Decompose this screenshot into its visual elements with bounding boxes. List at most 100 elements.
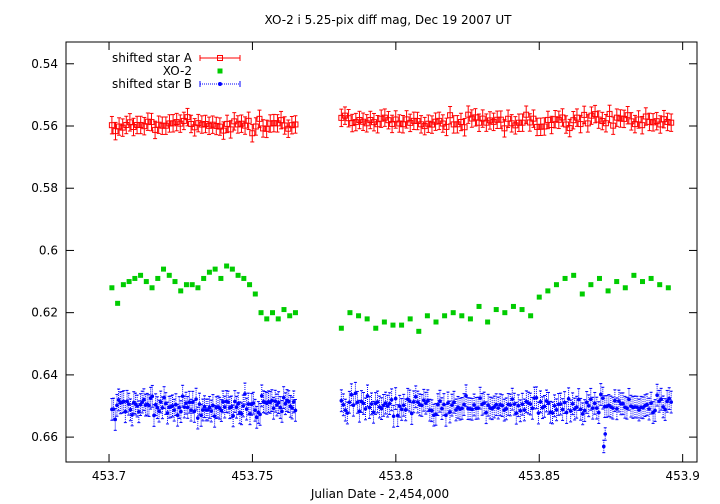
star-b-point <box>665 399 669 404</box>
star-a-point <box>534 123 541 130</box>
star-b-point <box>403 408 408 412</box>
star-b-point <box>584 400 589 405</box>
star-b-point <box>375 400 380 404</box>
star-b-point <box>233 399 237 404</box>
star-a-point <box>621 115 628 122</box>
star-a-point <box>657 121 664 128</box>
star-a-point <box>468 115 475 122</box>
star-b-point <box>202 404 207 409</box>
star-a-point <box>195 120 202 127</box>
star-a-point <box>148 119 155 126</box>
xo-2-point <box>502 310 508 316</box>
star-b-point <box>192 409 197 414</box>
xo-2-point <box>347 310 353 316</box>
series-layer <box>108 104 675 454</box>
star-a-point <box>137 121 144 128</box>
xo-2-point <box>356 313 362 319</box>
xo-2-point <box>407 316 413 322</box>
star-b-point <box>438 399 442 404</box>
xo-2-point <box>195 285 201 291</box>
xo-2-point <box>640 279 646 285</box>
star-a-point <box>245 117 252 124</box>
star-a-point <box>439 120 446 127</box>
star-b-point <box>582 408 587 413</box>
star-a-point <box>584 120 591 127</box>
star-b-point <box>534 395 539 400</box>
xo-2-point <box>109 285 115 291</box>
star-b-point <box>152 413 156 418</box>
star-b-point <box>514 411 519 416</box>
star-b-point <box>627 397 631 402</box>
star-b-point <box>546 401 551 406</box>
star-a-point <box>155 121 162 128</box>
star-b-point <box>601 444 606 449</box>
star-a-point <box>260 125 267 132</box>
star-b-point <box>528 402 533 406</box>
star-a-point <box>457 118 464 125</box>
star-b-point <box>625 406 629 411</box>
star-a-point <box>479 115 486 122</box>
x-axis: 453.7 453.75 453.8 453.85 453.9 <box>92 42 700 483</box>
star-b-point <box>518 408 523 413</box>
star-a-point <box>198 121 205 128</box>
star-b-point <box>580 412 585 416</box>
star-b-point <box>596 410 601 415</box>
xo-2-point <box>292 310 298 316</box>
star-b-point <box>125 399 129 404</box>
star-b-point <box>259 394 264 398</box>
star-b-point <box>512 402 517 406</box>
star-b-point <box>436 402 440 407</box>
star-b-point <box>355 400 360 405</box>
star-b-point <box>248 411 252 416</box>
star-b-point <box>494 402 499 407</box>
star-a-point <box>461 124 468 131</box>
star-b-point <box>450 403 454 407</box>
star-b-point <box>647 407 651 411</box>
star-b-point <box>222 405 227 409</box>
star-b-point <box>212 414 217 419</box>
star-b-point <box>536 411 541 415</box>
star-b-point <box>286 399 291 404</box>
star-b-point <box>399 407 404 412</box>
star-b-point <box>128 408 133 412</box>
star-b-point <box>464 393 468 398</box>
series-shifted-star-a <box>108 104 675 143</box>
star-b-point <box>544 399 549 403</box>
star-a-point <box>134 121 141 128</box>
star-b-point <box>422 398 426 403</box>
star-b-point <box>484 410 488 415</box>
star-a-point <box>642 113 649 120</box>
star-b-point <box>243 392 247 396</box>
y-tick-label: 0.66 <box>31 430 58 444</box>
star-a-point <box>541 123 548 130</box>
star-b-point <box>508 403 513 407</box>
x-axis-label: Julian Date - 2,454,000 <box>310 487 449 501</box>
star-b-point <box>209 409 214 413</box>
star-a-point <box>345 115 352 122</box>
star-b-point <box>570 401 575 406</box>
star-a-point <box>285 125 292 132</box>
legend-label: shifted star A <box>112 51 193 65</box>
star-b-point <box>182 405 187 409</box>
star-b-point <box>601 396 605 400</box>
star-b-point <box>221 400 225 404</box>
star-a-point <box>112 128 119 135</box>
star-b-point <box>448 410 452 414</box>
xo-2-point <box>536 294 542 300</box>
xo-2-point <box>235 272 241 278</box>
star-b-point <box>401 403 406 408</box>
star-b-point <box>160 405 165 410</box>
star-b-point <box>165 411 170 415</box>
star-a-point <box>224 120 231 127</box>
star-b-point <box>470 407 474 412</box>
star-a-point <box>548 122 555 129</box>
star-b-point <box>369 402 374 406</box>
star-b-point <box>460 406 464 411</box>
star-b-point <box>538 400 543 404</box>
star-a-point <box>170 120 177 127</box>
star-a-point <box>544 116 551 123</box>
star-b-point <box>645 402 649 407</box>
star-b-point <box>500 403 505 408</box>
star-b-point <box>430 408 434 413</box>
star-b-point <box>385 404 390 408</box>
